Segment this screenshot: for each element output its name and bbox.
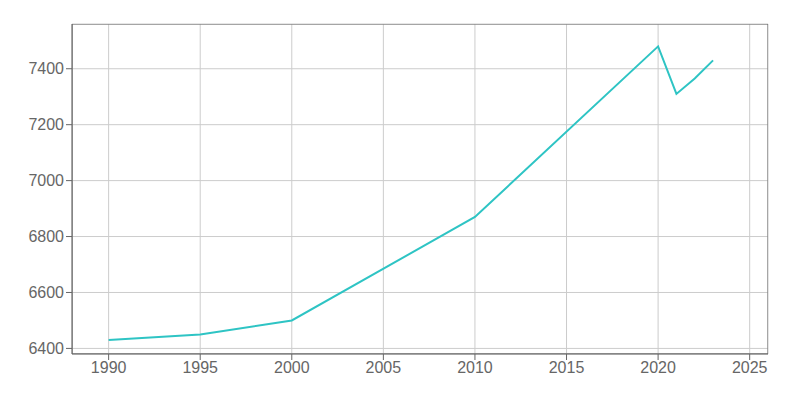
svg-text:7400: 7400 xyxy=(28,60,64,77)
svg-text:7000: 7000 xyxy=(28,172,64,189)
svg-text:6400: 6400 xyxy=(28,340,64,357)
svg-text:2025: 2025 xyxy=(732,359,768,376)
svg-text:2020: 2020 xyxy=(640,359,676,376)
svg-text:6800: 6800 xyxy=(28,228,64,245)
svg-text:2015: 2015 xyxy=(549,359,585,376)
svg-text:2000: 2000 xyxy=(274,359,310,376)
svg-text:1995: 1995 xyxy=(182,359,218,376)
svg-text:2010: 2010 xyxy=(457,359,493,376)
svg-text:2005: 2005 xyxy=(366,359,402,376)
svg-text:6600: 6600 xyxy=(28,284,64,301)
svg-text:1990: 1990 xyxy=(91,359,127,376)
svg-text:7200: 7200 xyxy=(28,116,64,133)
